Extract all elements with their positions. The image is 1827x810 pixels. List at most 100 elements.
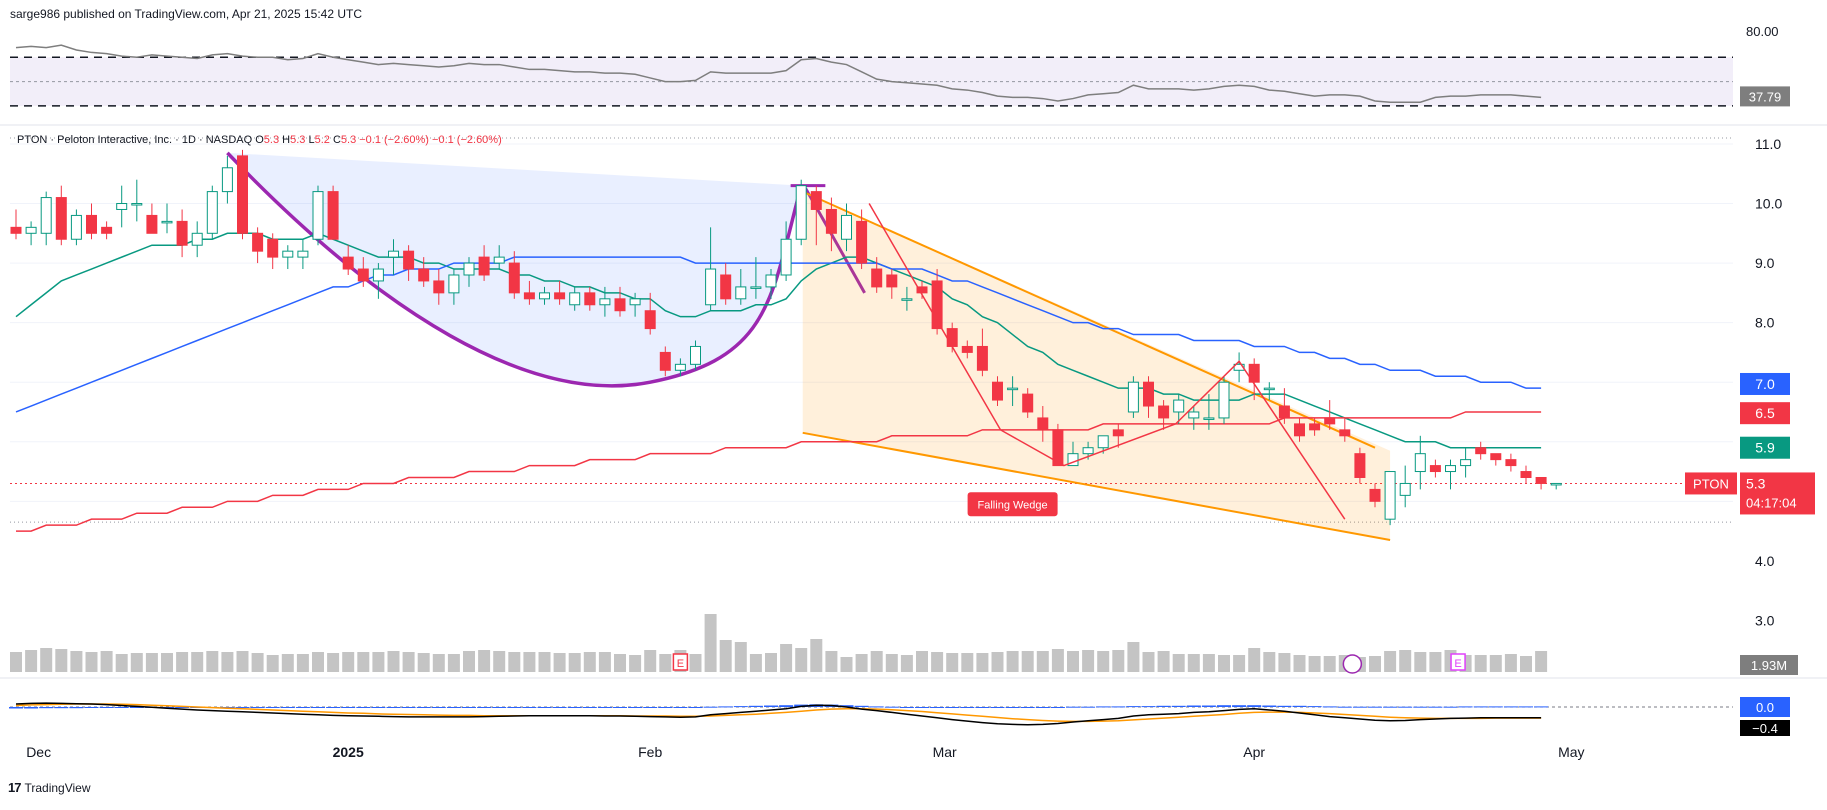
macd-hist-bar bbox=[1337, 706, 1352, 708]
x-axis-label: 2025 bbox=[333, 744, 364, 760]
macd-hist-bar bbox=[84, 707, 99, 708]
candle-body bbox=[1037, 417, 1049, 431]
rsi-line bbox=[15, 44, 1542, 103]
price-badge-label: 5.9 bbox=[1755, 440, 1775, 456]
macd-hist-bar bbox=[1232, 705, 1247, 707]
candle-body bbox=[40, 197, 52, 234]
macd-hist-bar bbox=[899, 707, 914, 708]
volume-bar bbox=[961, 653, 974, 672]
macd-signal-badge bbox=[1740, 720, 1790, 736]
candle-body bbox=[1127, 381, 1139, 413]
volume-bar bbox=[946, 653, 959, 672]
legend-close: 5.3 bbox=[340, 134, 357, 146]
volume-bar bbox=[689, 654, 702, 672]
footer-logo[interactable]: 17 TradingView bbox=[8, 780, 91, 795]
macd-hist-bar bbox=[945, 707, 960, 708]
candle-body bbox=[312, 191, 324, 240]
volume-bar bbox=[1218, 655, 1230, 672]
candle-body bbox=[644, 310, 656, 330]
x-axis-label: May bbox=[1558, 744, 1584, 760]
macd-hist-bar bbox=[643, 707, 658, 708]
candle-body bbox=[976, 345, 988, 371]
macd-hist-bar bbox=[1171, 705, 1186, 707]
wedge-shading bbox=[802, 191, 1391, 541]
macd-hist-bar bbox=[250, 707, 265, 708]
volume-bar bbox=[1036, 651, 1049, 672]
x-axis-label: Feb bbox=[638, 744, 662, 760]
volume-value-badge bbox=[1740, 655, 1798, 675]
macd-hist-bar bbox=[235, 707, 250, 708]
candle-body bbox=[705, 268, 717, 306]
countdown-label: 04:17:04 bbox=[1746, 495, 1797, 510]
volume-bar bbox=[1399, 650, 1412, 672]
cup-curve bbox=[226, 151, 803, 388]
volume-bar bbox=[598, 652, 611, 672]
macd-hist-bar bbox=[1383, 706, 1398, 708]
macd-hist-bar bbox=[673, 707, 688, 708]
price-badge bbox=[1740, 402, 1790, 425]
legend-close-label: C bbox=[332, 134, 341, 146]
candle-body bbox=[1399, 482, 1411, 496]
candle-body bbox=[448, 274, 460, 294]
macd-hist-bar bbox=[1186, 705, 1201, 707]
volume-bar bbox=[900, 655, 913, 672]
candle-body bbox=[206, 191, 218, 234]
candle-body bbox=[931, 280, 943, 330]
macd-hist-bar bbox=[628, 707, 643, 708]
candle-body bbox=[539, 292, 550, 300]
candle-body bbox=[1248, 363, 1260, 383]
legend-low: 5.2 bbox=[314, 134, 330, 146]
price-badge bbox=[1740, 436, 1790, 459]
volume-bar bbox=[795, 648, 808, 672]
x-axis-label: Mar bbox=[933, 744, 957, 760]
x-axis-label: Apr bbox=[1243, 744, 1265, 760]
volume-bar bbox=[523, 652, 536, 672]
volume-bar bbox=[281, 654, 294, 672]
candle-body bbox=[388, 250, 399, 258]
volume-bar bbox=[1172, 654, 1185, 672]
volume-bar bbox=[1097, 651, 1110, 672]
volume-bar bbox=[1157, 651, 1170, 672]
macd-hist-bar bbox=[356, 707, 371, 708]
candle-body bbox=[750, 286, 762, 289]
macd-hist-bar bbox=[1534, 706, 1549, 708]
volume-bar bbox=[885, 654, 898, 672]
volume-bar bbox=[1278, 653, 1291, 672]
earnings-marker-2-label: E bbox=[1454, 658, 1461, 670]
candle-body bbox=[191, 232, 203, 246]
candle-body bbox=[765, 274, 777, 288]
volume-bar bbox=[855, 654, 868, 672]
volume-bar bbox=[825, 651, 838, 672]
candle-body bbox=[1082, 447, 1094, 455]
macd-hist-bar bbox=[960, 707, 975, 708]
macd-hist-bar bbox=[99, 707, 114, 708]
macd-hist-bar bbox=[582, 707, 597, 708]
candle-body bbox=[1339, 429, 1351, 437]
volume-bar bbox=[493, 651, 506, 672]
price-tick-label: 10.0 bbox=[1755, 196, 1782, 212]
volume-bar bbox=[402, 652, 415, 672]
volume-bar bbox=[1202, 654, 1215, 672]
volume-bar bbox=[25, 650, 38, 672]
candle-body bbox=[86, 214, 97, 234]
publish-header: sarge986 published on TradingView.com, A… bbox=[10, 7, 363, 21]
candle-body bbox=[372, 268, 384, 282]
rsi-value-badge bbox=[1740, 86, 1790, 107]
candle-body bbox=[1475, 447, 1487, 455]
macd-hist-bar bbox=[1322, 706, 1337, 708]
legend-high-label: H bbox=[282, 134, 291, 146]
candle-body bbox=[463, 262, 475, 276]
price-tick-label: 3.0 bbox=[1755, 612, 1775, 628]
volume-bar bbox=[312, 652, 324, 672]
ma-line-0 bbox=[15, 232, 1542, 449]
candle-body bbox=[10, 226, 22, 234]
volume-bar bbox=[236, 651, 249, 672]
macd-hist-bar bbox=[1096, 706, 1111, 708]
volume-bar bbox=[1051, 649, 1064, 672]
price-badge-label: 6.5 bbox=[1755, 405, 1775, 421]
volume-bar bbox=[780, 644, 793, 672]
candle-body bbox=[901, 298, 913, 301]
candle-body bbox=[886, 274, 898, 288]
